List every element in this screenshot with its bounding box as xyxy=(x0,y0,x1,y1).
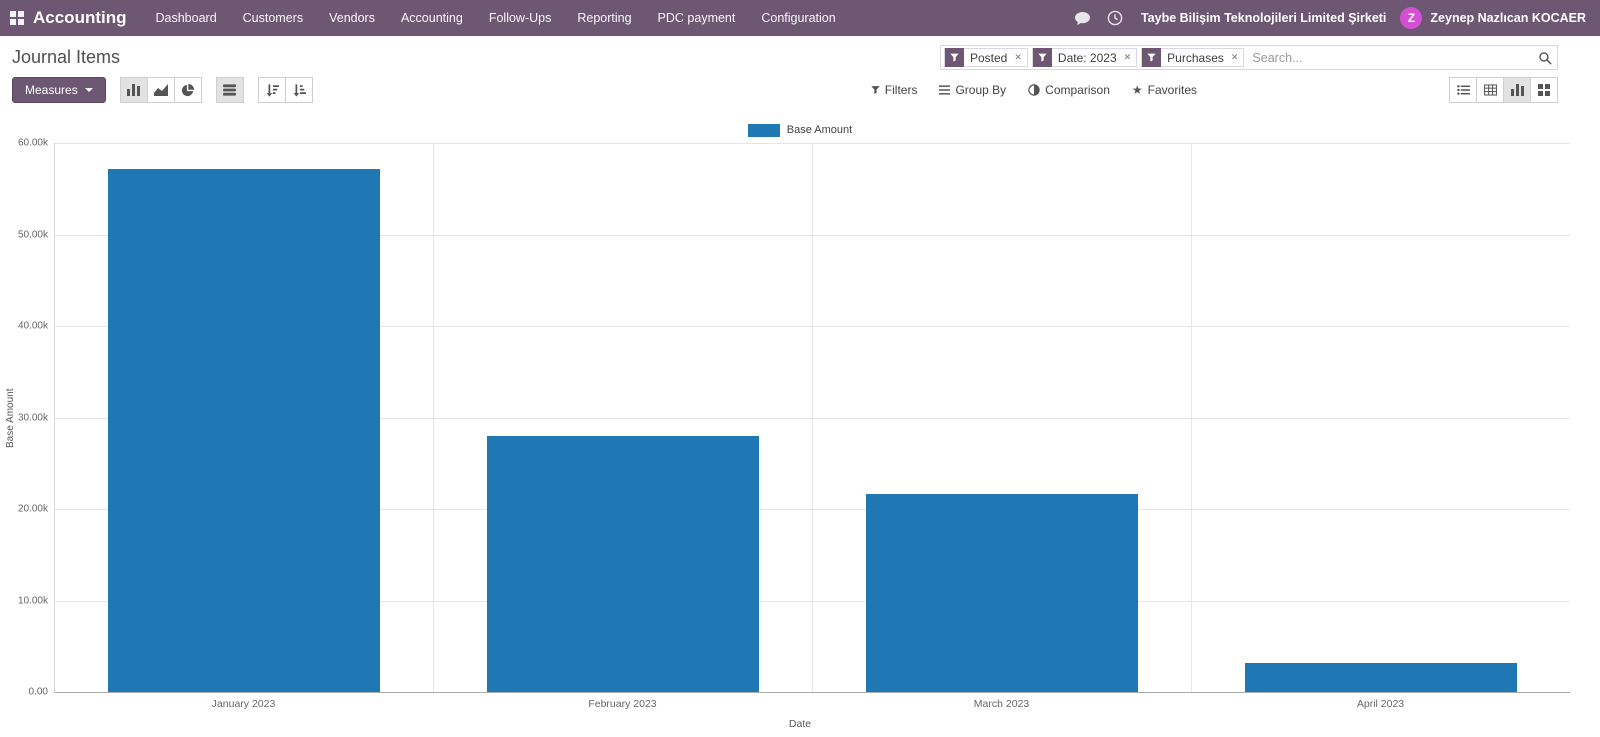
favorites-label: Favorites xyxy=(1147,83,1197,97)
facet-remove-button[interactable]: ✕ xyxy=(1123,52,1132,62)
pie-chart-button[interactable] xyxy=(173,77,202,103)
category-cell-april-2023 xyxy=(1192,143,1570,692)
legend-swatch xyxy=(747,123,780,137)
search-facets: Posted ✕ Date: 2023 ✕ Purchases ✕ xyxy=(944,48,1248,67)
page-title: Journal Items xyxy=(12,47,121,67)
list-view-button[interactable] xyxy=(1449,77,1477,103)
plot-area: 60.00k 50.00k 40.00k 30.00k 20.00k 10.00k 0.00 xyxy=(18,138,1570,698)
bar-chart-button[interactable] xyxy=(119,77,148,103)
company-name[interactable]: Taybe Bilişim Teknolojileri Limited Şirk… xyxy=(1140,11,1387,25)
sort-asc-button[interactable] xyxy=(284,77,313,103)
app-name[interactable]: Accounting xyxy=(33,8,127,27)
line-chart-button[interactable] xyxy=(146,77,175,103)
x-tick-label: March 2023 xyxy=(973,698,1030,710)
measures-button[interactable]: Measures xyxy=(12,77,106,103)
graph-view-button[interactable] xyxy=(1503,77,1531,103)
nav-menu-item-accounting[interactable]: Accounting xyxy=(400,11,463,25)
pivot-view-button[interactable] xyxy=(1476,77,1504,103)
search-bar[interactable]: Posted ✕ Date: 2023 ✕ Purchases ✕ xyxy=(940,45,1558,70)
bar-february-2023[interactable] xyxy=(486,435,760,692)
nav-menu-item-reporting[interactable]: Reporting xyxy=(577,11,632,25)
facet-label: Posted xyxy=(970,50,1008,65)
navbar-right: Taybe Bilişim Teknolojileri Limited Şirk… xyxy=(1066,7,1600,29)
search-facet-date-2023: Date: 2023 ✕ xyxy=(1031,48,1138,67)
filters-label: Filters xyxy=(884,83,918,97)
group-by-label: Group By xyxy=(955,83,1007,97)
filters-button[interactable]: Filters xyxy=(871,83,918,97)
stacked-toggle-button[interactable] xyxy=(215,77,244,103)
category-cell-march-2023 xyxy=(813,143,1192,692)
avatar[interactable]: Z xyxy=(1400,7,1423,29)
apps-menu-icon[interactable] xyxy=(10,11,24,25)
bar-january-2023[interactable] xyxy=(107,168,381,692)
control-panel-bottom: Measures Filters xyxy=(0,74,1600,113)
nav-menu-item-follow-ups[interactable]: Follow-Ups xyxy=(488,11,552,25)
caret-down-icon xyxy=(84,88,93,92)
sort-desc-button[interactable] xyxy=(257,77,286,103)
nav-menu-item-customers[interactable]: Customers xyxy=(242,11,304,25)
stacked-group xyxy=(215,77,244,103)
y-axis-title: Base Amount xyxy=(5,388,16,448)
y-tick-label: 40.00k xyxy=(17,320,48,332)
y-tick-label: 0.00 xyxy=(28,686,48,698)
comparison-icon xyxy=(1028,84,1040,96)
category-cell-january-2023 xyxy=(55,143,434,692)
nav-menu: Dashboard Customers Vendors Accounting Follo… xyxy=(143,0,849,36)
comparison-button[interactable]: Comparison xyxy=(1028,83,1110,97)
nav-menu-item-pdc-payment[interactable]: PDC payment xyxy=(657,11,736,25)
plot-wrap: Base Amount 60.00k 50.00k 40.00k 30.00k 20.0… xyxy=(5,138,1570,698)
facet-label: Date: 2023 xyxy=(1057,50,1117,65)
filter-icon xyxy=(1142,48,1162,67)
filter-icon xyxy=(945,48,964,67)
nav-menu-item-dashboard[interactable]: Dashboard xyxy=(155,11,217,25)
facet-remove-button[interactable]: ✕ xyxy=(1014,52,1022,62)
chart: Base Amount Base Amount 60.00k 50.00k 40.0… xyxy=(0,122,1600,730)
group-by-button[interactable]: Group By xyxy=(939,83,1006,97)
group-by-icon xyxy=(939,85,951,95)
bar-april-2023[interactable] xyxy=(1244,662,1518,692)
favorites-button[interactable]: ★ Favorites xyxy=(1132,83,1197,97)
y-tick-label: 20.00k xyxy=(17,503,48,515)
nav-menu-item-vendors[interactable]: Vendors xyxy=(329,11,375,25)
nav-menu-item-configuration[interactable]: Configuration xyxy=(761,11,836,25)
facet-label: Purchases xyxy=(1167,50,1224,65)
filter-icon xyxy=(1032,48,1052,67)
y-tick-label: 60.00k xyxy=(17,137,48,149)
search-facet-posted: Posted ✕ xyxy=(944,48,1028,67)
comparison-label: Comparison xyxy=(1045,83,1110,97)
bar-march-2023[interactable] xyxy=(865,494,1139,692)
control-panel-top: Journal Items Posted ✕ Date: 2023 ✕ Purchase… xyxy=(0,36,1600,74)
x-axis-title: Date xyxy=(788,718,812,730)
search-input[interactable] xyxy=(1252,50,1538,65)
activities-clock-icon[interactable] xyxy=(1107,10,1123,26)
messages-icon[interactable] xyxy=(1074,11,1091,26)
bars-layer xyxy=(55,143,1570,692)
x-labels: January 2023 February 2023 March 2023 April… xyxy=(54,698,1570,710)
filter-icon xyxy=(871,85,880,95)
kanban-view-button[interactable] xyxy=(1530,77,1558,103)
user-name[interactable]: Zeynep Nazlıcan KOCAER xyxy=(1430,11,1586,25)
star-icon: ★ xyxy=(1131,83,1143,97)
chart-legend[interactable]: Base Amount xyxy=(0,122,1600,138)
y-tick-label: 10.00k xyxy=(17,595,48,606)
chart-type-group xyxy=(119,77,202,103)
category-cell-february-2023 xyxy=(434,143,813,692)
y-tick-label: 30.00k xyxy=(17,412,48,423)
view-switcher xyxy=(1449,77,1558,103)
x-tick-label: January 2023 xyxy=(211,698,276,710)
legend-label: Base Amount xyxy=(786,124,853,136)
search-options: Filters Group By Comparison ★ Favorites xyxy=(860,77,1558,103)
x-tick-label: April 2023 xyxy=(1356,698,1405,710)
search-facet-purchases: Purchases ✕ xyxy=(1141,48,1245,67)
top-navbar: Accounting Dashboard Customers Vendors Acco… xyxy=(0,0,1600,36)
y-tick-label: 50.00k xyxy=(17,229,48,240)
facet-remove-button[interactable]: ✕ xyxy=(1230,52,1239,62)
measures-label: Measures xyxy=(25,83,78,97)
x-tick-label: February 2023 xyxy=(588,698,657,710)
sort-group xyxy=(257,77,313,103)
search-icon[interactable] xyxy=(1538,51,1552,65)
